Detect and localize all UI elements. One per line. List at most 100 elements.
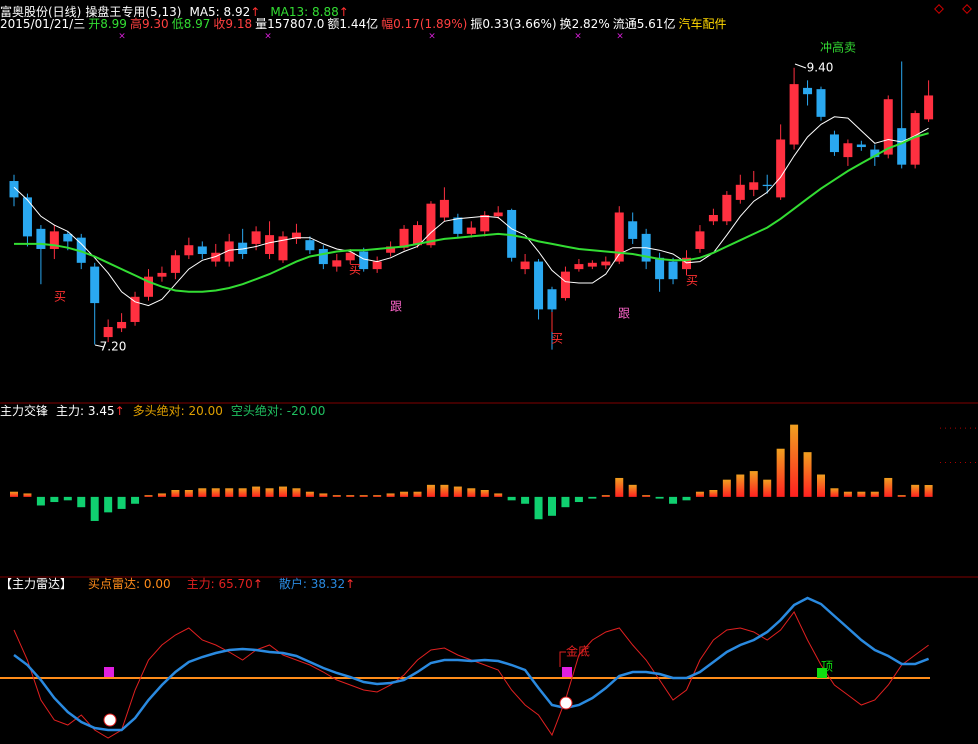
signal-square (104, 667, 114, 677)
bar (521, 496, 530, 504)
candle-body (601, 261, 611, 266)
svg-text:×: × (616, 32, 624, 42)
signal-dot (559, 696, 573, 710)
candle-body (816, 89, 826, 117)
bar (413, 491, 422, 497)
candle-body (117, 321, 127, 329)
candle-body (507, 209, 517, 258)
stock-title: 富奥股份(日线) (0, 5, 82, 19)
bar (77, 496, 86, 508)
indicator-title: 操盘王专用(5,13) (85, 5, 182, 19)
candle-body (695, 231, 705, 249)
candle-body (399, 228, 409, 248)
annotation: 跟 (618, 307, 630, 321)
svg-text:×: × (574, 32, 582, 42)
bar (440, 484, 449, 497)
bar (359, 495, 368, 497)
quote-field: 高9.30 (129, 17, 169, 31)
quote-field: 幅0.17(1.89%) (381, 17, 468, 31)
bar (373, 495, 382, 497)
candle-body (103, 327, 113, 338)
candle-body (184, 245, 194, 256)
quote-field: 汽车配件 (678, 17, 727, 31)
legend: 主力: 3.45 (56, 404, 125, 418)
bar (924, 485, 933, 497)
bar (225, 488, 234, 497)
header-row-1: 富奥股份(日线) 操盘王专用(5,13) MA5: 8.92 MA13: 8.8… (0, 5, 349, 19)
candle-body (897, 128, 907, 165)
bar (494, 493, 503, 497)
bar (292, 488, 301, 497)
candle-body (305, 240, 315, 251)
candle-body (439, 199, 449, 218)
bar (36, 496, 45, 506)
candle-body (251, 231, 261, 244)
window-button[interactable] (934, 4, 944, 14)
quote-field: 换2.82% (559, 17, 610, 31)
annotation: 跟 (390, 300, 402, 314)
legend: 多头绝对: 20.00 (132, 404, 223, 418)
annotation: 买 (54, 290, 66, 304)
candle-body (534, 261, 544, 310)
quote-field: 额1.44亿 (327, 17, 379, 31)
bar (131, 496, 140, 504)
bar (332, 495, 341, 497)
candle-body (708, 215, 718, 222)
bar (319, 493, 328, 497)
bar (198, 488, 207, 497)
bar (467, 488, 476, 497)
candle-body (924, 95, 934, 120)
bar (252, 486, 261, 497)
candle-body (90, 266, 100, 304)
candle-body (722, 194, 732, 222)
bar (265, 488, 274, 497)
svg-text:×: × (264, 32, 272, 42)
candle-body (386, 246, 396, 253)
annotation: 7.20 (100, 340, 127, 354)
legend: 散户: 38.32 (279, 577, 355, 591)
bar (843, 491, 852, 497)
bar (346, 495, 355, 497)
bar (736, 474, 745, 497)
bar (144, 495, 153, 497)
bar (669, 496, 678, 504)
indicator-line (13, 596, 930, 732)
bar (400, 491, 409, 497)
price-pointer (794, 63, 807, 69)
bar (23, 493, 32, 497)
bar (574, 496, 583, 503)
bar (628, 484, 637, 497)
annotation: 顶 (821, 660, 833, 674)
bar (279, 486, 287, 497)
candle-body (668, 261, 678, 280)
annotation: 9.40 (807, 61, 834, 75)
candle-body (547, 289, 557, 310)
candle-body (803, 87, 813, 95)
bar (615, 477, 624, 497)
candle-body (49, 231, 59, 249)
annotation: 买 (349, 263, 361, 277)
signal-square (562, 667, 572, 677)
candle-body (278, 236, 288, 261)
signal-square (817, 668, 827, 678)
candle-body (170, 255, 180, 273)
candle-body (22, 197, 32, 237)
window-button[interactable] (962, 4, 972, 14)
annotation: 买 (551, 332, 563, 346)
bar (642, 495, 651, 497)
candle-body (856, 144, 866, 148)
candle-body (345, 252, 355, 261)
signal-dot (103, 713, 117, 727)
candle-body (574, 264, 584, 270)
panel3-header: 【主力雷达】 买点雷达: 0.00 主力: 65.70 散户: 38.32 (0, 577, 355, 591)
candle-body (63, 233, 73, 242)
svg-text:×: × (428, 32, 436, 42)
candle-body (238, 242, 248, 255)
svg-text:×: × (118, 32, 126, 42)
candle-body (480, 215, 490, 232)
annotation: 冲高卖 (820, 40, 856, 55)
quote-field: 收9.18 (213, 17, 253, 31)
price-pointer (94, 344, 105, 348)
bar (588, 496, 597, 499)
candle-body (560, 271, 570, 299)
